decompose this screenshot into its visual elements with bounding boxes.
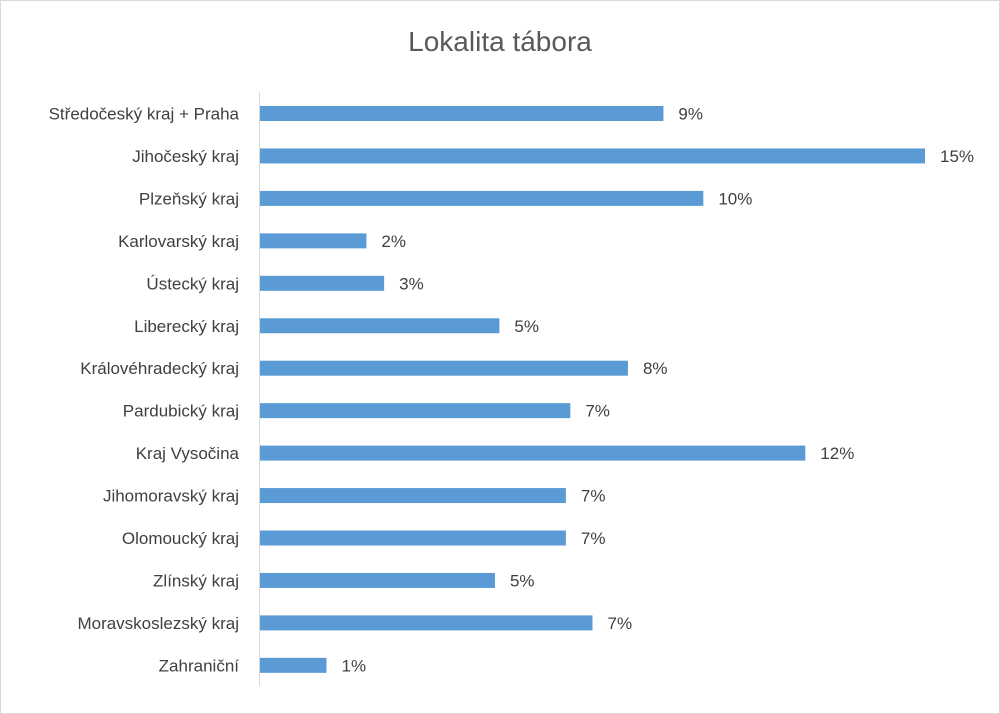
- bar: [260, 572, 495, 588]
- category-label: Zlínský kraj: [153, 571, 239, 590]
- data-label: 8%: [643, 359, 668, 378]
- data-label: 2%: [381, 232, 406, 251]
- chart-title: Lokalita tábora: [408, 26, 592, 57]
- bar: [260, 360, 628, 376]
- bar: [260, 275, 385, 291]
- data-label: 10%: [718, 189, 752, 208]
- data-label: 7%: [608, 614, 633, 633]
- data-label: 7%: [585, 402, 610, 421]
- data-label: 9%: [678, 105, 703, 124]
- category-label: Karlovarský kraj: [118, 232, 239, 251]
- bar: [260, 657, 327, 673]
- bar-series: Středočeský kraj + Praha 9% Jihočeský kraj…: [49, 105, 974, 676]
- bar: [260, 318, 500, 334]
- category-label: Středočeský kraj + Praha: [49, 105, 240, 124]
- category-label: Královéhradecký kraj: [80, 359, 239, 378]
- category-label: Zahraniční: [159, 656, 240, 675]
- category-label: Jihomoravský kraj: [103, 487, 239, 506]
- category-label: Plzeňský kraj: [139, 189, 239, 208]
- data-label: 12%: [820, 444, 854, 463]
- data-label: 5%: [514, 317, 539, 336]
- bar: [260, 403, 571, 419]
- category-label: Pardubický kraj: [123, 402, 239, 421]
- category-label: Kraj Vysočina: [136, 444, 240, 463]
- data-label: 1%: [342, 656, 367, 675]
- data-label: 7%: [581, 487, 606, 506]
- data-label: 5%: [510, 571, 535, 590]
- category-label: Liberecký kraj: [134, 317, 239, 336]
- bar: [260, 445, 806, 461]
- category-label: Jihočeský kraj: [132, 147, 239, 166]
- category-label: Ústecký kraj: [146, 274, 239, 293]
- category-label: Moravskoslezský kraj: [77, 614, 239, 633]
- bar: [260, 106, 664, 121]
- bar: [260, 233, 367, 249]
- data-label: 7%: [581, 529, 606, 548]
- bar: [260, 530, 566, 546]
- category-label: Olomoucký kraj: [122, 529, 239, 548]
- data-label: 3%: [399, 274, 424, 293]
- data-label: 15%: [940, 147, 974, 166]
- bar: [260, 488, 566, 504]
- bar: [260, 148, 925, 164]
- bar: [260, 615, 593, 631]
- bar: [260, 190, 704, 206]
